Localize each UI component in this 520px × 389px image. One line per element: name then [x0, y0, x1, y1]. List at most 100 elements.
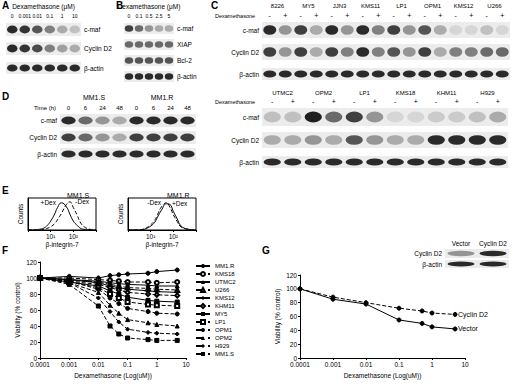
svg-text:Vector: Vector [458, 325, 479, 332]
svg-text:10: 10 [72, 13, 78, 19]
svg-text:KMS18: KMS18 [215, 271, 235, 277]
svg-text:OPM2: OPM2 [315, 90, 333, 96]
svg-text:-: - [353, 98, 356, 105]
svg-text:0.01: 0.01 [360, 361, 373, 368]
svg-text:c-maf: c-maf [84, 26, 100, 33]
svg-text:0.01: 0.01 [92, 361, 105, 368]
svg-text:-: - [455, 12, 458, 19]
svg-text:10¹: 10¹ [146, 233, 156, 240]
svg-text:E: E [2, 185, 9, 196]
svg-text:MM1.R: MM1.R [151, 94, 174, 101]
svg-text:MY5: MY5 [215, 311, 228, 317]
svg-text:Dexamethasone: Dexamethasone [215, 13, 255, 19]
svg-text:0.1: 0.1 [46, 13, 53, 19]
svg-text:Cyclin D2: Cyclin D2 [29, 134, 57, 142]
svg-text:-: - [393, 12, 396, 19]
svg-text:80: 80 [30, 291, 38, 298]
svg-text:10: 10 [461, 361, 469, 368]
svg-text:MM1.R: MM1.R [215, 263, 235, 269]
svg-text:JJN3: JJN3 [333, 3, 347, 9]
svg-text:-Dex: -Dex [75, 198, 89, 205]
svg-text:Dexamethasone (μM): Dexamethasone (μM) [118, 3, 181, 11]
svg-text:+Dex: +Dex [172, 200, 188, 207]
svg-text:c-maf: c-maf [177, 25, 193, 32]
svg-text:48: 48 [116, 105, 123, 111]
svg-text:β-actin: β-actin [422, 261, 442, 269]
svg-text:-: - [424, 12, 427, 19]
svg-text:Viability (% control): Viability (% control) [274, 289, 282, 345]
svg-text:OPM1: OPM1 [424, 3, 442, 9]
svg-text:+: + [283, 12, 287, 19]
svg-text:60: 60 [30, 307, 38, 314]
svg-text:-: - [394, 98, 397, 105]
svg-text:6: 6 [84, 105, 88, 111]
svg-text:-: - [300, 12, 303, 19]
svg-text:24: 24 [167, 105, 174, 111]
svg-text:-: - [486, 12, 489, 19]
svg-text:Cyclin D2: Cyclin D2 [414, 250, 442, 258]
svg-text:+: + [291, 98, 295, 105]
svg-text:20: 20 [290, 341, 298, 348]
svg-text:1: 1 [61, 13, 64, 19]
svg-text:-: - [269, 12, 272, 19]
svg-text:Dexamethasone: Dexamethasone [215, 99, 255, 105]
svg-text:D: D [2, 91, 9, 102]
svg-text:OPM1: OPM1 [215, 327, 233, 333]
svg-text:Counts: Counts [117, 203, 124, 224]
svg-text:G: G [262, 245, 270, 256]
svg-text:Cyclin D2: Cyclin D2 [84, 45, 112, 53]
svg-text:10¹: 10¹ [46, 233, 56, 240]
svg-text:Dexamethasone (Log(uM)): Dexamethasone (Log(uM)) [344, 372, 422, 380]
svg-text:-: - [362, 12, 365, 19]
svg-text:0.0001: 0.0001 [30, 361, 50, 368]
svg-text:100: 100 [26, 275, 37, 282]
svg-text:2.5: 2.5 [156, 13, 163, 19]
svg-text:β-actin: β-actin [177, 73, 197, 81]
svg-text:0.001: 0.001 [325, 361, 342, 368]
svg-text:β-actin: β-actin [37, 151, 57, 159]
svg-text:120: 120 [26, 259, 37, 266]
svg-text:H929: H929 [215, 343, 230, 349]
svg-text:+: + [455, 98, 459, 105]
svg-text:Bcl-2: Bcl-2 [177, 57, 192, 64]
svg-text:10²: 10² [169, 233, 179, 240]
svg-text:+: + [438, 12, 442, 19]
svg-text:Cyclin D2: Cyclin D2 [479, 240, 507, 248]
svg-text:-: - [435, 98, 438, 105]
svg-text:1: 1 [430, 361, 434, 368]
svg-text:0.001: 0.001 [61, 361, 78, 368]
svg-text:+: + [314, 12, 318, 19]
svg-text:0.1: 0.1 [394, 361, 403, 368]
svg-text:Time (h): Time (h) [34, 105, 56, 111]
svg-text:U266: U266 [487, 3, 502, 9]
svg-text:Viability (% control): Viability (% control) [14, 282, 22, 338]
svg-text:LP1: LP1 [359, 90, 370, 96]
svg-text:20: 20 [30, 339, 38, 346]
svg-text:40: 40 [290, 327, 298, 334]
svg-text:+: + [332, 98, 336, 105]
svg-text:β-actin: β-actin [239, 159, 259, 167]
svg-text:60: 60 [290, 313, 298, 320]
svg-text:+: + [496, 98, 500, 105]
svg-text:OPM2: OPM2 [215, 335, 233, 341]
svg-text:Dexamethasone (Log(uM)): Dexamethasone (Log(uM)) [74, 372, 152, 380]
svg-text:F: F [2, 245, 8, 256]
svg-text:Vector: Vector [452, 240, 471, 247]
svg-text:0.1: 0.1 [123, 361, 132, 368]
svg-text:KMS12: KMS12 [454, 3, 474, 9]
svg-text:U266: U266 [215, 287, 230, 293]
svg-text:β-integrin-7: β-integrin-7 [145, 241, 178, 249]
svg-text:LP1: LP1 [215, 319, 226, 325]
svg-text:MM1.S: MM1.S [67, 192, 90, 199]
svg-text:+: + [373, 98, 377, 105]
svg-text:0.0001: 0.0001 [290, 361, 310, 368]
svg-text:-Dex: -Dex [147, 199, 161, 206]
svg-text:+: + [469, 12, 473, 19]
svg-text:5: 5 [168, 13, 171, 19]
svg-text:0: 0 [11, 13, 14, 19]
svg-text:Counts: Counts [17, 203, 24, 224]
svg-text:UTMC2: UTMC2 [272, 90, 293, 96]
svg-text:A: A [2, 0, 9, 11]
svg-text:KMS18: KMS18 [396, 90, 416, 96]
svg-text:0: 0 [128, 13, 131, 19]
